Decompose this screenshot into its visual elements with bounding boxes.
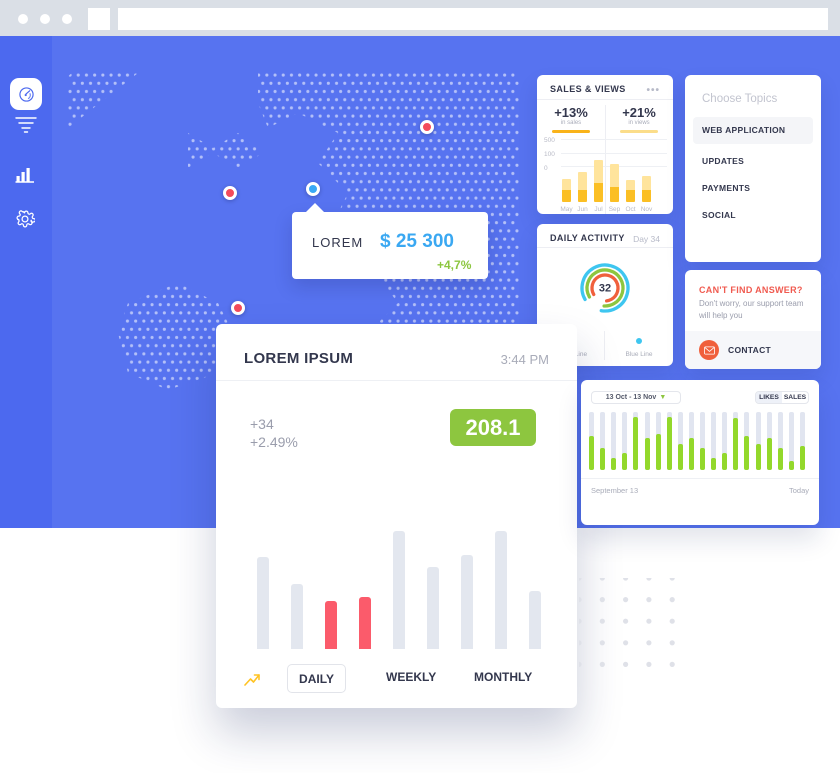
svg-text:32: 32	[599, 283, 611, 295]
